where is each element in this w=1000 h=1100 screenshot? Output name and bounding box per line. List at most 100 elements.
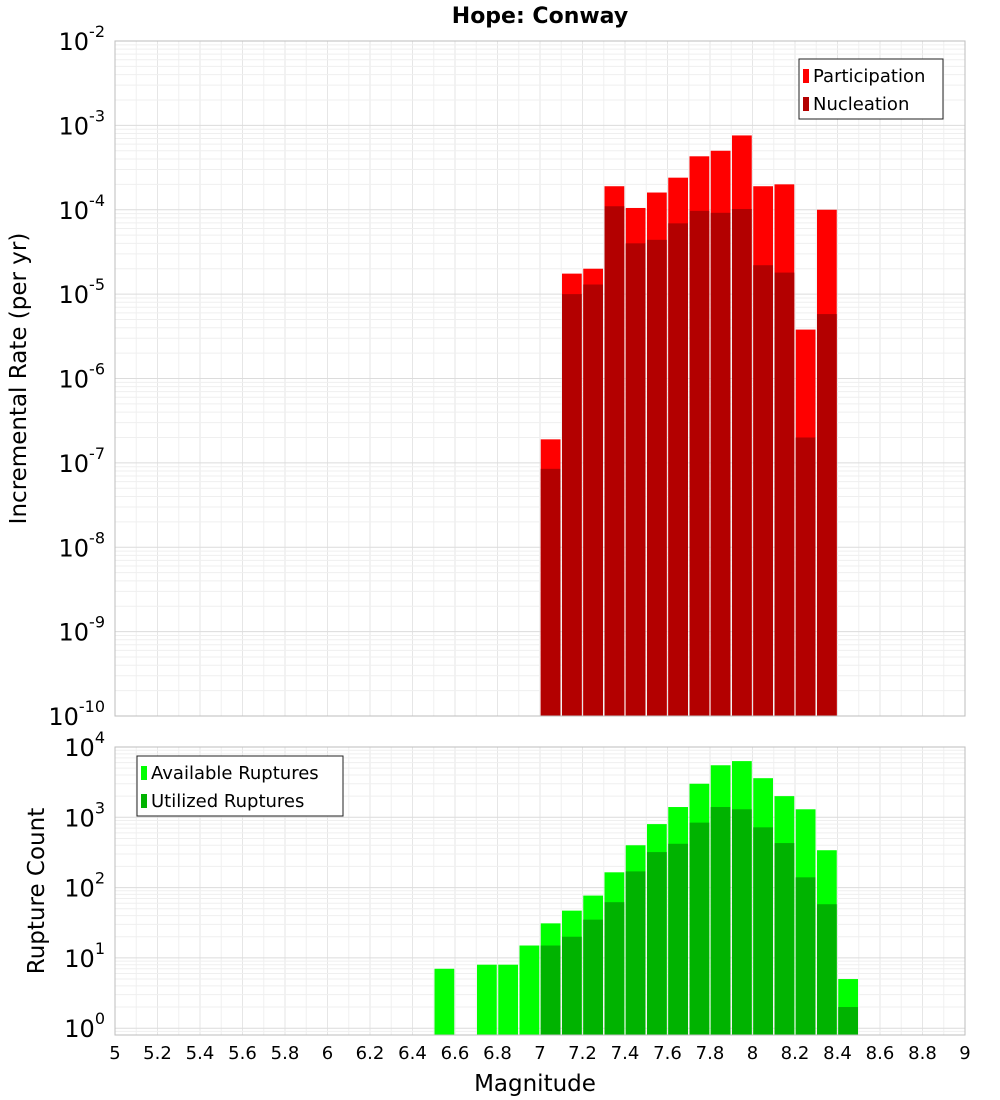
legend: Available Ruptures Utilized Ruptures: [136, 755, 344, 817]
y-tick-base: 10: [59, 28, 90, 56]
y-tick-base: 10: [59, 619, 90, 647]
bar-series-utilized-ruptures: [540, 807, 858, 1035]
legend-box: [136, 755, 344, 817]
legend-label: Available Ruptures: [151, 763, 319, 784]
y-axis-label: Incremental Rate (per yr): [6, 233, 32, 525]
y-tick-exponent: 1: [95, 939, 105, 958]
y-tick-label: 101: [64, 939, 105, 973]
x-tick-label: 6.6: [441, 1043, 470, 1064]
bar: [583, 284, 603, 716]
y-tick-exponent: -10: [79, 697, 105, 716]
y-tick-exponent: -4: [89, 191, 105, 210]
x-tick-label: 7: [534, 1043, 545, 1064]
y-tick-label: 10-5: [59, 275, 106, 309]
bar: [753, 827, 773, 1035]
y-tick-label: 10-6: [59, 360, 106, 394]
plot-frame: [114, 746, 966, 1036]
y-tick-base: 10: [59, 534, 90, 562]
x-tick-label: 5.6: [228, 1043, 257, 1064]
x-tick-label: 8.8: [908, 1043, 937, 1064]
bar: [710, 807, 731, 1035]
x-tick-label: 7.4: [611, 1043, 640, 1064]
y-axis-label: Rupture Count: [24, 808, 50, 974]
y-tick-exponent: -6: [89, 360, 105, 379]
bar: [774, 272, 795, 716]
bar: [519, 945, 540, 1035]
bar: [689, 210, 710, 716]
x-tick-label: 8: [747, 1043, 758, 1064]
y-tick-exponent: 2: [95, 869, 105, 888]
y-tick-base: 10: [64, 875, 95, 903]
y-tick-label: 10-8: [59, 528, 106, 562]
y-tick-base: 10: [59, 112, 90, 140]
y-tick-exponent: 3: [95, 798, 105, 817]
y-tick-exponent: -7: [89, 444, 105, 463]
bar: [434, 968, 455, 1035]
bar: [540, 468, 561, 716]
bar: [753, 265, 773, 716]
legend: Participation Nucleation: [798, 58, 944, 120]
legend-label: Participation: [813, 66, 925, 87]
bar: [625, 871, 646, 1035]
bar: [604, 902, 625, 1035]
x-tick-label: 6: [322, 1043, 333, 1064]
legend-box: [798, 58, 944, 120]
bar: [604, 206, 625, 716]
y-tick-label: 104: [64, 728, 105, 762]
x-tick-label: 5.4: [186, 1043, 215, 1064]
x-tick-label: 9: [959, 1043, 970, 1064]
x-tick-label: 5: [109, 1043, 120, 1064]
x-tick-label: 6.4: [398, 1043, 427, 1064]
y-tick-exponent: -3: [89, 106, 105, 125]
legend-swatch: [803, 97, 809, 111]
bar: [817, 314, 837, 716]
bar: [647, 239, 667, 716]
legend-swatch: [141, 794, 147, 808]
bar: [498, 964, 518, 1035]
bar: [710, 212, 731, 716]
bar: [817, 904, 837, 1035]
bar: [732, 209, 752, 716]
chart-title: Hope: Conway: [452, 4, 628, 29]
y-tick-label: 10-7: [59, 444, 106, 478]
bar: [540, 945, 561, 1035]
y-tick-base: 10: [59, 281, 90, 309]
chart-panel-1: 10-210-310-410-510-610-710-810-910-10Inc…: [6, 4, 966, 731]
y-tick-base: 10: [64, 1015, 95, 1043]
legend-label: Nucleation: [813, 94, 909, 115]
x-tick-label: 6.2: [356, 1043, 385, 1064]
x-axis-label: Magnitude: [474, 1071, 596, 1097]
legend-swatch: [141, 766, 147, 780]
y-tick-label: 100: [64, 1009, 105, 1043]
bar: [795, 877, 816, 1035]
y-tick-exponent: -2: [89, 22, 105, 41]
bar: [774, 843, 795, 1035]
y-tick-base: 10: [59, 450, 90, 478]
y-tick-base: 10: [64, 734, 95, 762]
bar: [795, 437, 816, 716]
x-tick-label: 7.2: [568, 1043, 597, 1064]
y-tick-base: 10: [64, 804, 95, 832]
bar: [625, 243, 646, 717]
y-tick-label: 10-4: [59, 191, 106, 225]
x-tick-label: 7.6: [653, 1043, 682, 1064]
bar: [668, 223, 688, 716]
x-tick-label: 5.8: [271, 1043, 300, 1064]
bar: [732, 809, 752, 1035]
bar: [562, 936, 582, 1035]
legend-label: Utilized Ruptures: [151, 791, 304, 812]
y-tick-label: 103: [64, 798, 105, 832]
y-tick-exponent: 4: [95, 728, 105, 747]
x-tick-label: 8.4: [823, 1043, 852, 1064]
bar: [647, 852, 667, 1035]
y-tick-label: 102: [64, 869, 105, 903]
y-tick-label: 10-3: [59, 106, 106, 140]
x-tick-label: 8.6: [866, 1043, 895, 1064]
bar: [583, 919, 603, 1035]
x-tick-label: 6.8: [483, 1043, 512, 1064]
bar: [668, 843, 688, 1035]
y-tick-base: 10: [64, 945, 95, 973]
bar: [689, 822, 710, 1035]
